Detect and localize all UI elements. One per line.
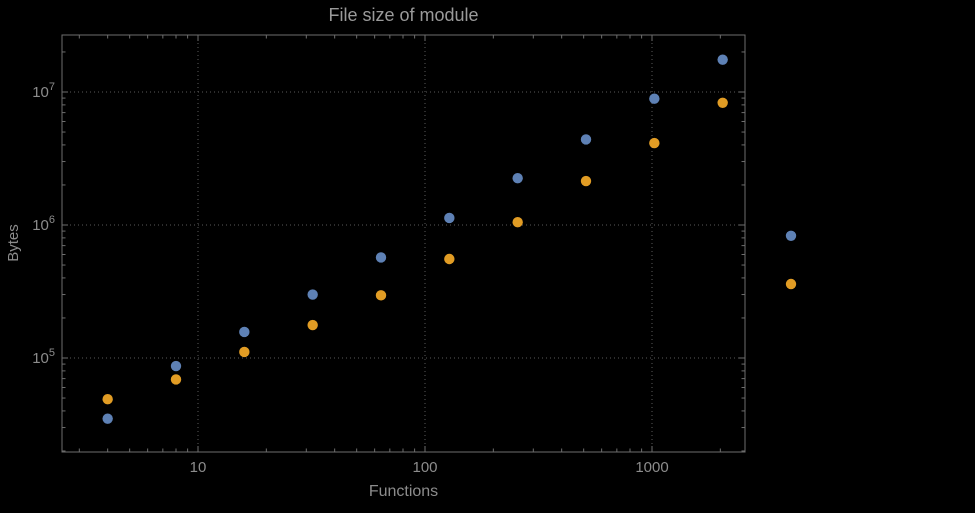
orange-series-point: [375, 290, 387, 301]
orange-series-point: [512, 216, 523, 228]
y-tick-label: 105: [32, 347, 55, 367]
blue-series-point: [102, 413, 113, 424]
blue-series-point: [239, 326, 250, 338]
x-tick-label: 1000: [635, 459, 668, 476]
orange-series-point: [307, 319, 318, 331]
orange-series-point: [785, 278, 797, 290]
blue-series-point: [580, 134, 592, 145]
blue-series-point: [375, 252, 387, 263]
y-tick-label: 106: [32, 214, 55, 234]
blue-series-point: [649, 93, 660, 104]
y-axis-label: Bytes: [5, 224, 22, 262]
orange-series-point: [649, 137, 660, 149]
orange-series-point: [170, 374, 182, 385]
orange-series-point: [580, 175, 592, 187]
x-tick-label: 100: [412, 459, 437, 476]
plot-frame: [61, 34, 746, 453]
x-tick-label: 10: [190, 459, 207, 476]
orange-series-point: [717, 97, 728, 108]
blue-series-point: [307, 289, 318, 300]
blue-series-point: [717, 54, 728, 65]
blue-series-point: [170, 360, 182, 372]
orange-series-point: [239, 346, 250, 358]
blue-series-point: [512, 172, 523, 184]
y-tick-label: 107: [32, 81, 55, 101]
blue-series-point: [785, 230, 797, 241]
orange-series-point: [444, 253, 455, 265]
blue-series-point: [444, 212, 455, 224]
chart-title: File size of module: [328, 5, 479, 25]
x-axis-label: Functions: [368, 483, 439, 500]
orange-series-point: [102, 394, 113, 405]
